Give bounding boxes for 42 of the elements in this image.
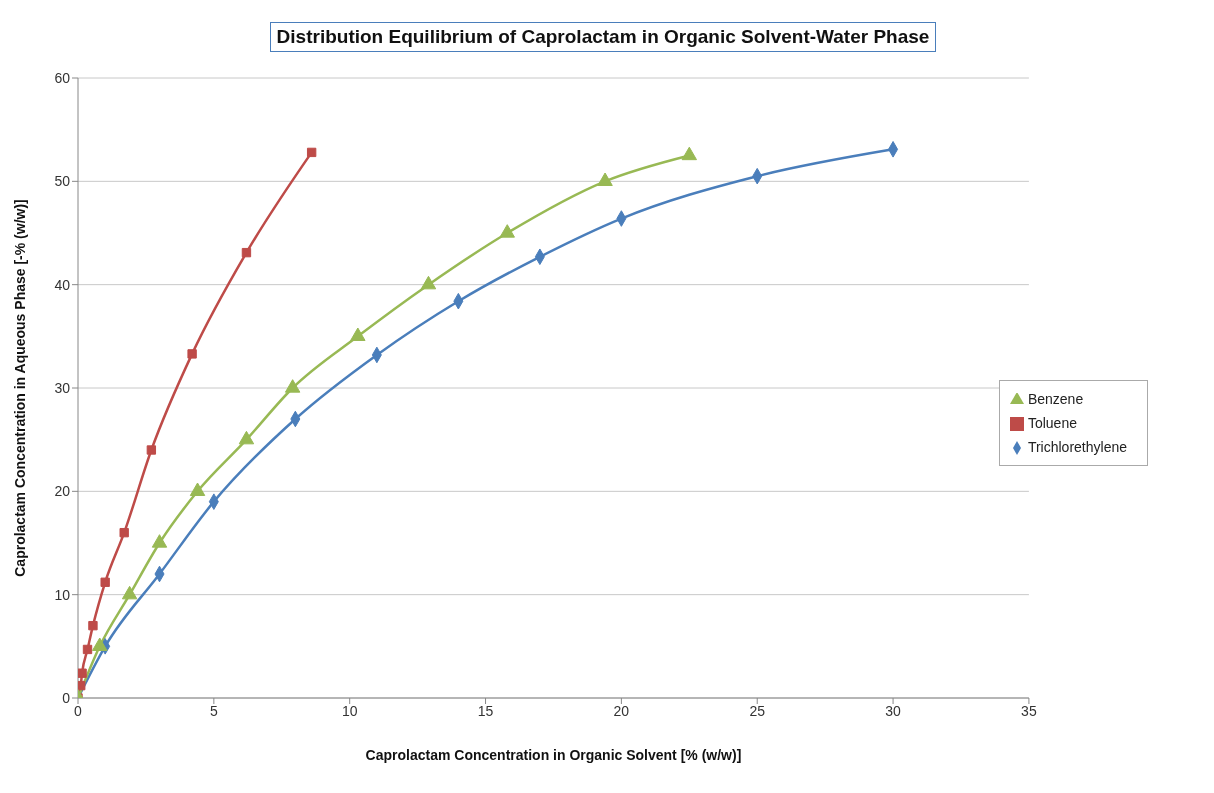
x-tick-label: 20 — [613, 702, 630, 719]
x-tick-label: 5 — [209, 702, 218, 719]
point — [681, 146, 697, 161]
point — [88, 620, 98, 631]
point — [499, 224, 515, 238]
y-tick-label: 40 — [54, 276, 71, 293]
x-tick-label: 25 — [749, 702, 766, 719]
point — [238, 430, 255, 445]
point — [119, 527, 129, 538]
point — [82, 644, 93, 655]
point — [420, 275, 437, 290]
point — [241, 247, 252, 258]
y-tick-label: 60 — [54, 69, 71, 86]
point — [100, 577, 110, 587]
point — [284, 379, 301, 393]
point — [151, 534, 168, 548]
legend-label: Trichlorethylene — [1027, 439, 1127, 455]
point — [92, 637, 108, 651]
point — [187, 349, 197, 359]
point — [350, 327, 366, 341]
point — [78, 668, 87, 678]
legend-label: Benzene — [1027, 391, 1084, 407]
legend-label: Toluene — [1027, 415, 1077, 431]
point — [597, 172, 613, 186]
y-tick-label: 30 — [54, 379, 71, 396]
point — [121, 585, 138, 600]
x-tick-label: 10 — [341, 702, 358, 719]
y-tick-label: 20 — [54, 483, 71, 500]
x-axis-title: Caprolactam Concentration in Organic Solvent [% (w/w)] — [365, 747, 742, 763]
point — [306, 147, 317, 158]
y-tick-label: 0 — [62, 689, 71, 706]
chart-title: Distribution Equilibrium of Caprolactam in Organic Solvent-Water Phase — [269, 22, 937, 52]
point — [189, 482, 206, 496]
y-axis-title: Caprolactam Concentration in Aqueous Phase [-% (w/w)] — [11, 199, 28, 577]
x-tick-label: 30 — [885, 702, 902, 719]
y-tick-label: 50 — [54, 173, 71, 190]
x-tick-label: 15 — [477, 702, 494, 719]
point — [78, 680, 86, 691]
point — [146, 445, 157, 455]
y-tick-label: 10 — [54, 586, 71, 603]
x-tick-label: 0 — [74, 702, 83, 719]
x-tick-label: 35 — [1021, 702, 1037, 719]
